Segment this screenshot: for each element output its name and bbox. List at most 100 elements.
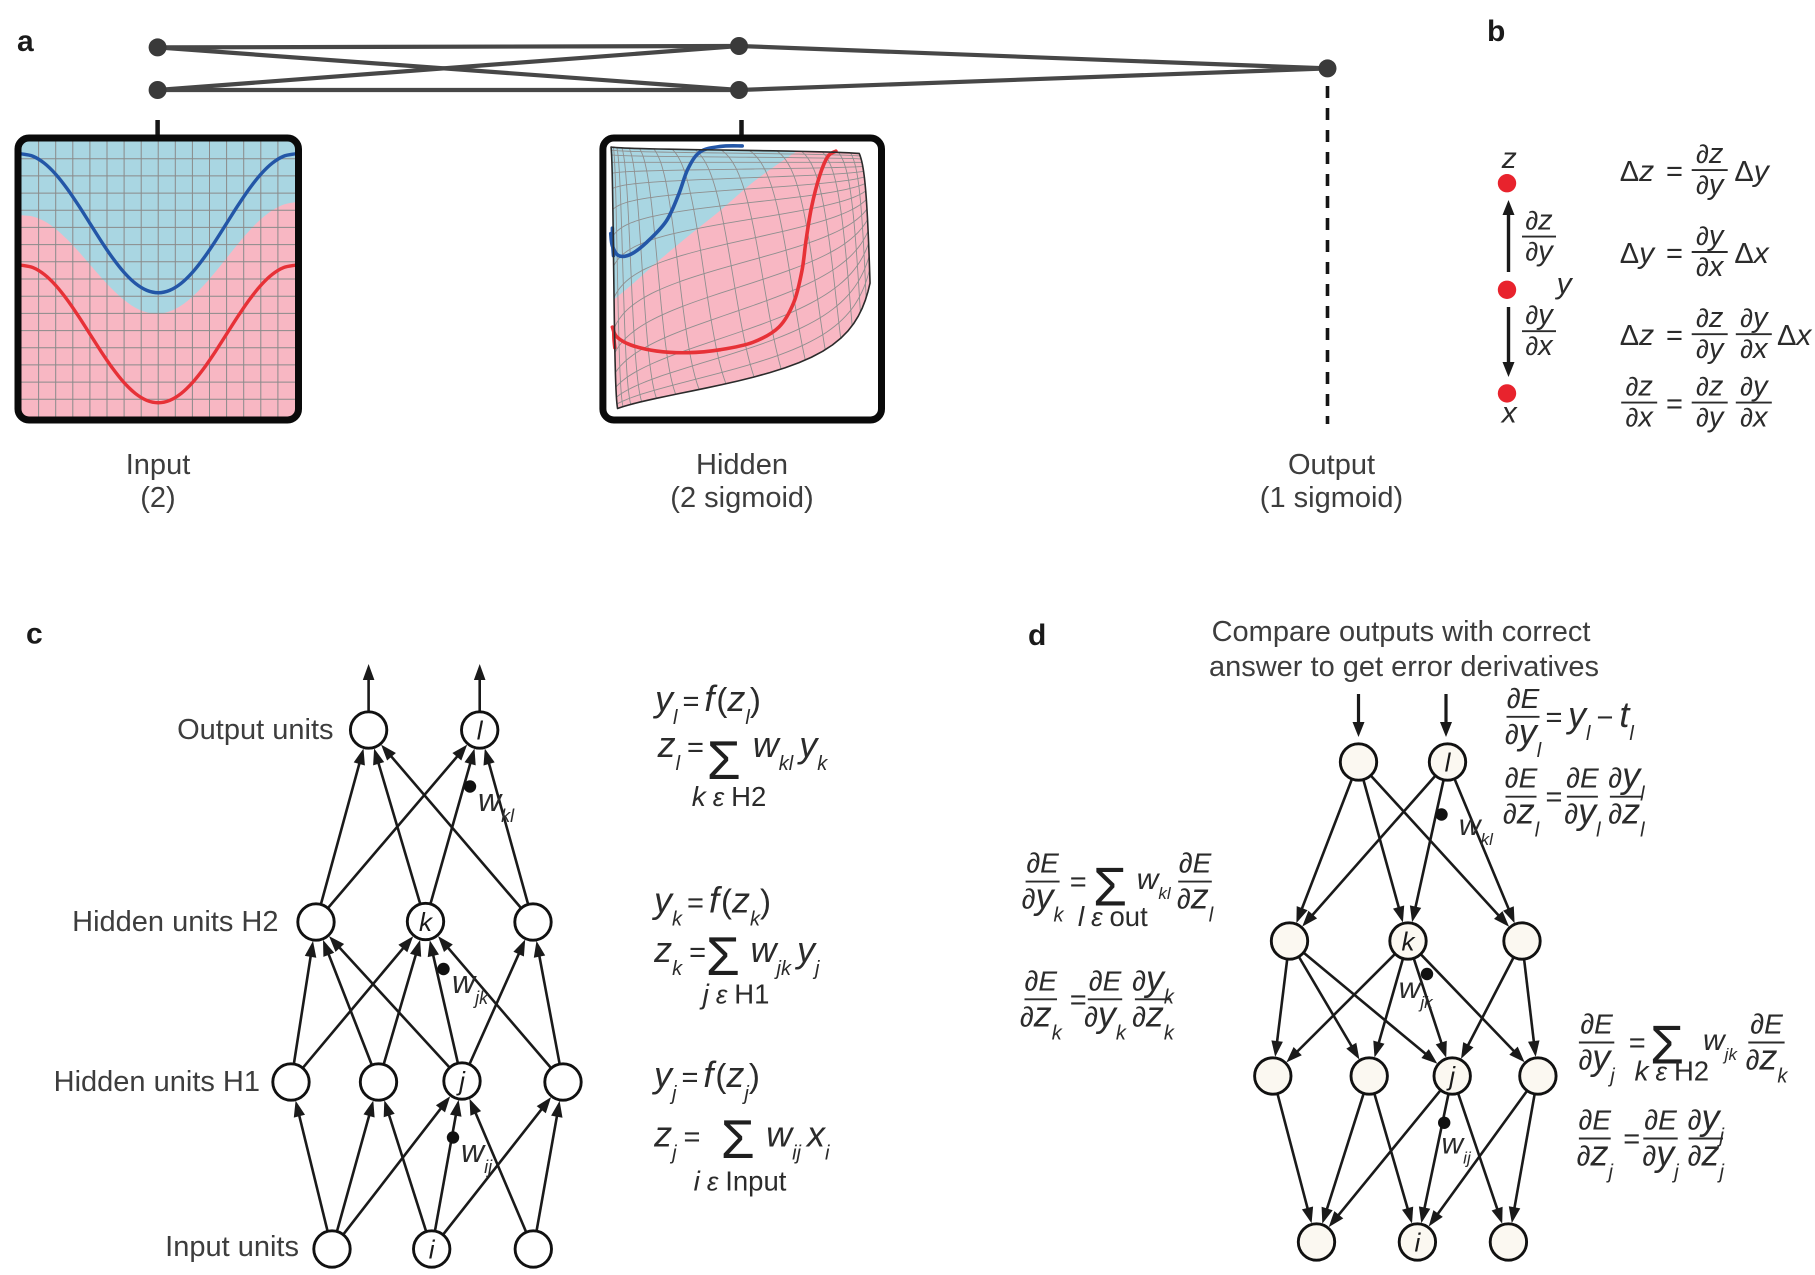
svg-text:=: =: [1546, 702, 1563, 734]
svg-text:k: k: [419, 907, 434, 937]
svg-text:yl − tl: yl − tl: [1565, 694, 1634, 745]
svg-text:∂y: ∂y: [1740, 302, 1769, 334]
svg-text:y: y: [1555, 267, 1574, 300]
svg-text:∂y: ∂y: [1696, 402, 1725, 434]
svg-text:∂zl: ∂zl: [1177, 876, 1214, 927]
svg-text:∂z: ∂z: [1696, 371, 1724, 403]
svg-text:∂x: ∂x: [1525, 330, 1554, 362]
svg-text:j: j: [456, 1066, 466, 1096]
svg-text:Δz: Δz: [1620, 155, 1654, 188]
svg-text:∂E: ∂E: [1579, 1105, 1612, 1136]
svg-text:∂yj: ∂yj: [1578, 1037, 1615, 1088]
svg-text:Δx: Δx: [1777, 319, 1812, 352]
svg-text:∂yj: ∂yj: [1688, 1097, 1725, 1148]
svg-text:=: =: [1623, 1124, 1640, 1156]
svg-text:i ε Input: i ε Input: [694, 1165, 787, 1196]
svg-text:∂yl: ∂yl: [1564, 791, 1601, 842]
svg-text:∂yk: ∂yk: [1084, 993, 1127, 1044]
svg-text:∂E: ∂E: [1507, 683, 1540, 714]
svg-text:wjk: wjk: [1399, 972, 1434, 1012]
svg-text:∂zk: ∂zk: [1746, 1037, 1789, 1088]
svg-text:=: =: [1629, 1028, 1646, 1060]
svg-text:=: =: [1666, 156, 1683, 188]
svg-text:i: i: [429, 1235, 436, 1265]
svg-text:Compare outputs with correct: Compare outputs with correct: [1212, 616, 1591, 648]
svg-text:Output units: Output units: [177, 714, 333, 746]
svg-text:∂zl: ∂zl: [1608, 791, 1645, 842]
svg-text:j: j: [1446, 1061, 1456, 1091]
svg-text:∂E: ∂E: [1644, 1105, 1677, 1136]
svg-text:∂yl: ∂yl: [1608, 755, 1645, 806]
svg-text:Σ: Σ: [707, 729, 741, 791]
svg-text:l ε out: l ε out: [1078, 901, 1148, 932]
svg-text:b: b: [1487, 15, 1505, 48]
svg-text:=: =: [1666, 389, 1683, 421]
svg-text:∂yk: ∂yk: [1132, 957, 1175, 1008]
svg-text:∂y: ∂y: [1525, 299, 1554, 331]
svg-text:Hidden: Hidden: [696, 449, 788, 481]
svg-text:=: =: [1666, 320, 1683, 352]
svg-text:x: x: [1500, 397, 1518, 430]
svg-text:Σ: Σ: [721, 1108, 755, 1170]
svg-text:l: l: [1445, 748, 1452, 778]
svg-text:∂zj: ∂zj: [1577, 1133, 1614, 1184]
svg-text:j ε H1: j ε H1: [699, 978, 770, 1009]
svg-text:∂zk: ∂zk: [1132, 993, 1175, 1044]
svg-text:wkl: wkl: [1459, 809, 1494, 849]
svg-text:Hidden units H2: Hidden units H2: [72, 906, 278, 938]
svg-text:=: =: [1666, 238, 1683, 270]
svg-text:wkl: wkl: [1137, 863, 1172, 903]
svg-text:∂yk: ∂yk: [1022, 876, 1065, 927]
svg-text:Δx: Δx: [1734, 237, 1769, 270]
svg-text:∂zk: ∂zk: [1020, 993, 1063, 1044]
svg-text:∂E: ∂E: [1505, 763, 1538, 794]
svg-text:∂E: ∂E: [1026, 848, 1059, 879]
svg-text:∂E: ∂E: [1089, 965, 1122, 996]
svg-text:∂z: ∂z: [1696, 138, 1724, 170]
svg-text:∂zj: ∂zj: [1688, 1133, 1725, 1184]
svg-text:∂yj: ∂yj: [1642, 1133, 1679, 1184]
svg-text:∂y: ∂y: [1696, 333, 1725, 365]
svg-text:Σ: Σ: [1650, 1014, 1684, 1076]
svg-text:∂E: ∂E: [1025, 965, 1058, 996]
svg-text:Δz: Δz: [1620, 319, 1654, 352]
svg-text:Input: Input: [126, 449, 191, 481]
svg-text:answer to get error derivative: answer to get error derivatives: [1209, 651, 1599, 683]
svg-text:wjk: wjk: [452, 964, 489, 1008]
svg-text:∂E: ∂E: [1750, 1009, 1783, 1040]
svg-text:∂x: ∂x: [1740, 402, 1769, 434]
svg-text:(2 sigmoid): (2 sigmoid): [670, 482, 813, 514]
svg-text:wjk: wjk: [1703, 1024, 1738, 1064]
svg-text:Σ: Σ: [706, 925, 740, 987]
svg-text:zj =: zj =: [653, 1113, 700, 1164]
svg-text:d: d: [1028, 619, 1046, 652]
svg-text:∂x: ∂x: [1740, 333, 1769, 365]
svg-text:k ε H2: k ε H2: [1635, 1056, 1710, 1087]
svg-text:=: =: [1070, 984, 1087, 1016]
svg-text:wkl: wkl: [478, 782, 515, 826]
svg-text:Δy: Δy: [1620, 237, 1656, 270]
svg-text:l: l: [477, 716, 484, 746]
svg-text:Output: Output: [1288, 449, 1375, 481]
svg-text:∂z: ∂z: [1696, 302, 1724, 334]
svg-text:Δy: Δy: [1734, 155, 1770, 188]
svg-text:zl =: zl =: [657, 724, 704, 775]
svg-text:wij: wij: [1442, 1128, 1472, 1168]
svg-text:∂x: ∂x: [1626, 402, 1655, 434]
svg-text:∂E: ∂E: [1179, 848, 1212, 879]
svg-text:Σ: Σ: [1093, 856, 1127, 918]
svg-text:(1 sigmoid): (1 sigmoid): [1260, 482, 1403, 514]
svg-text:yk = f (zk): yk = f (zk): [651, 880, 771, 931]
svg-text:k ε H2: k ε H2: [692, 781, 767, 812]
svg-text:i: i: [1415, 1228, 1422, 1258]
svg-text:z: z: [1501, 142, 1517, 175]
svg-text:=: =: [1070, 867, 1087, 899]
svg-text:∂y: ∂y: [1525, 236, 1554, 268]
svg-text:wij: wij: [461, 1133, 493, 1177]
svg-text:wkl yk: wkl yk: [753, 724, 828, 775]
svg-text:wij xi: wij xi: [766, 1113, 830, 1164]
svg-text:a: a: [17, 25, 34, 58]
svg-text:∂E: ∂E: [1580, 1009, 1613, 1040]
svg-text:Hidden units H1: Hidden units H1: [54, 1066, 260, 1098]
svg-text:∂E: ∂E: [1566, 763, 1599, 794]
